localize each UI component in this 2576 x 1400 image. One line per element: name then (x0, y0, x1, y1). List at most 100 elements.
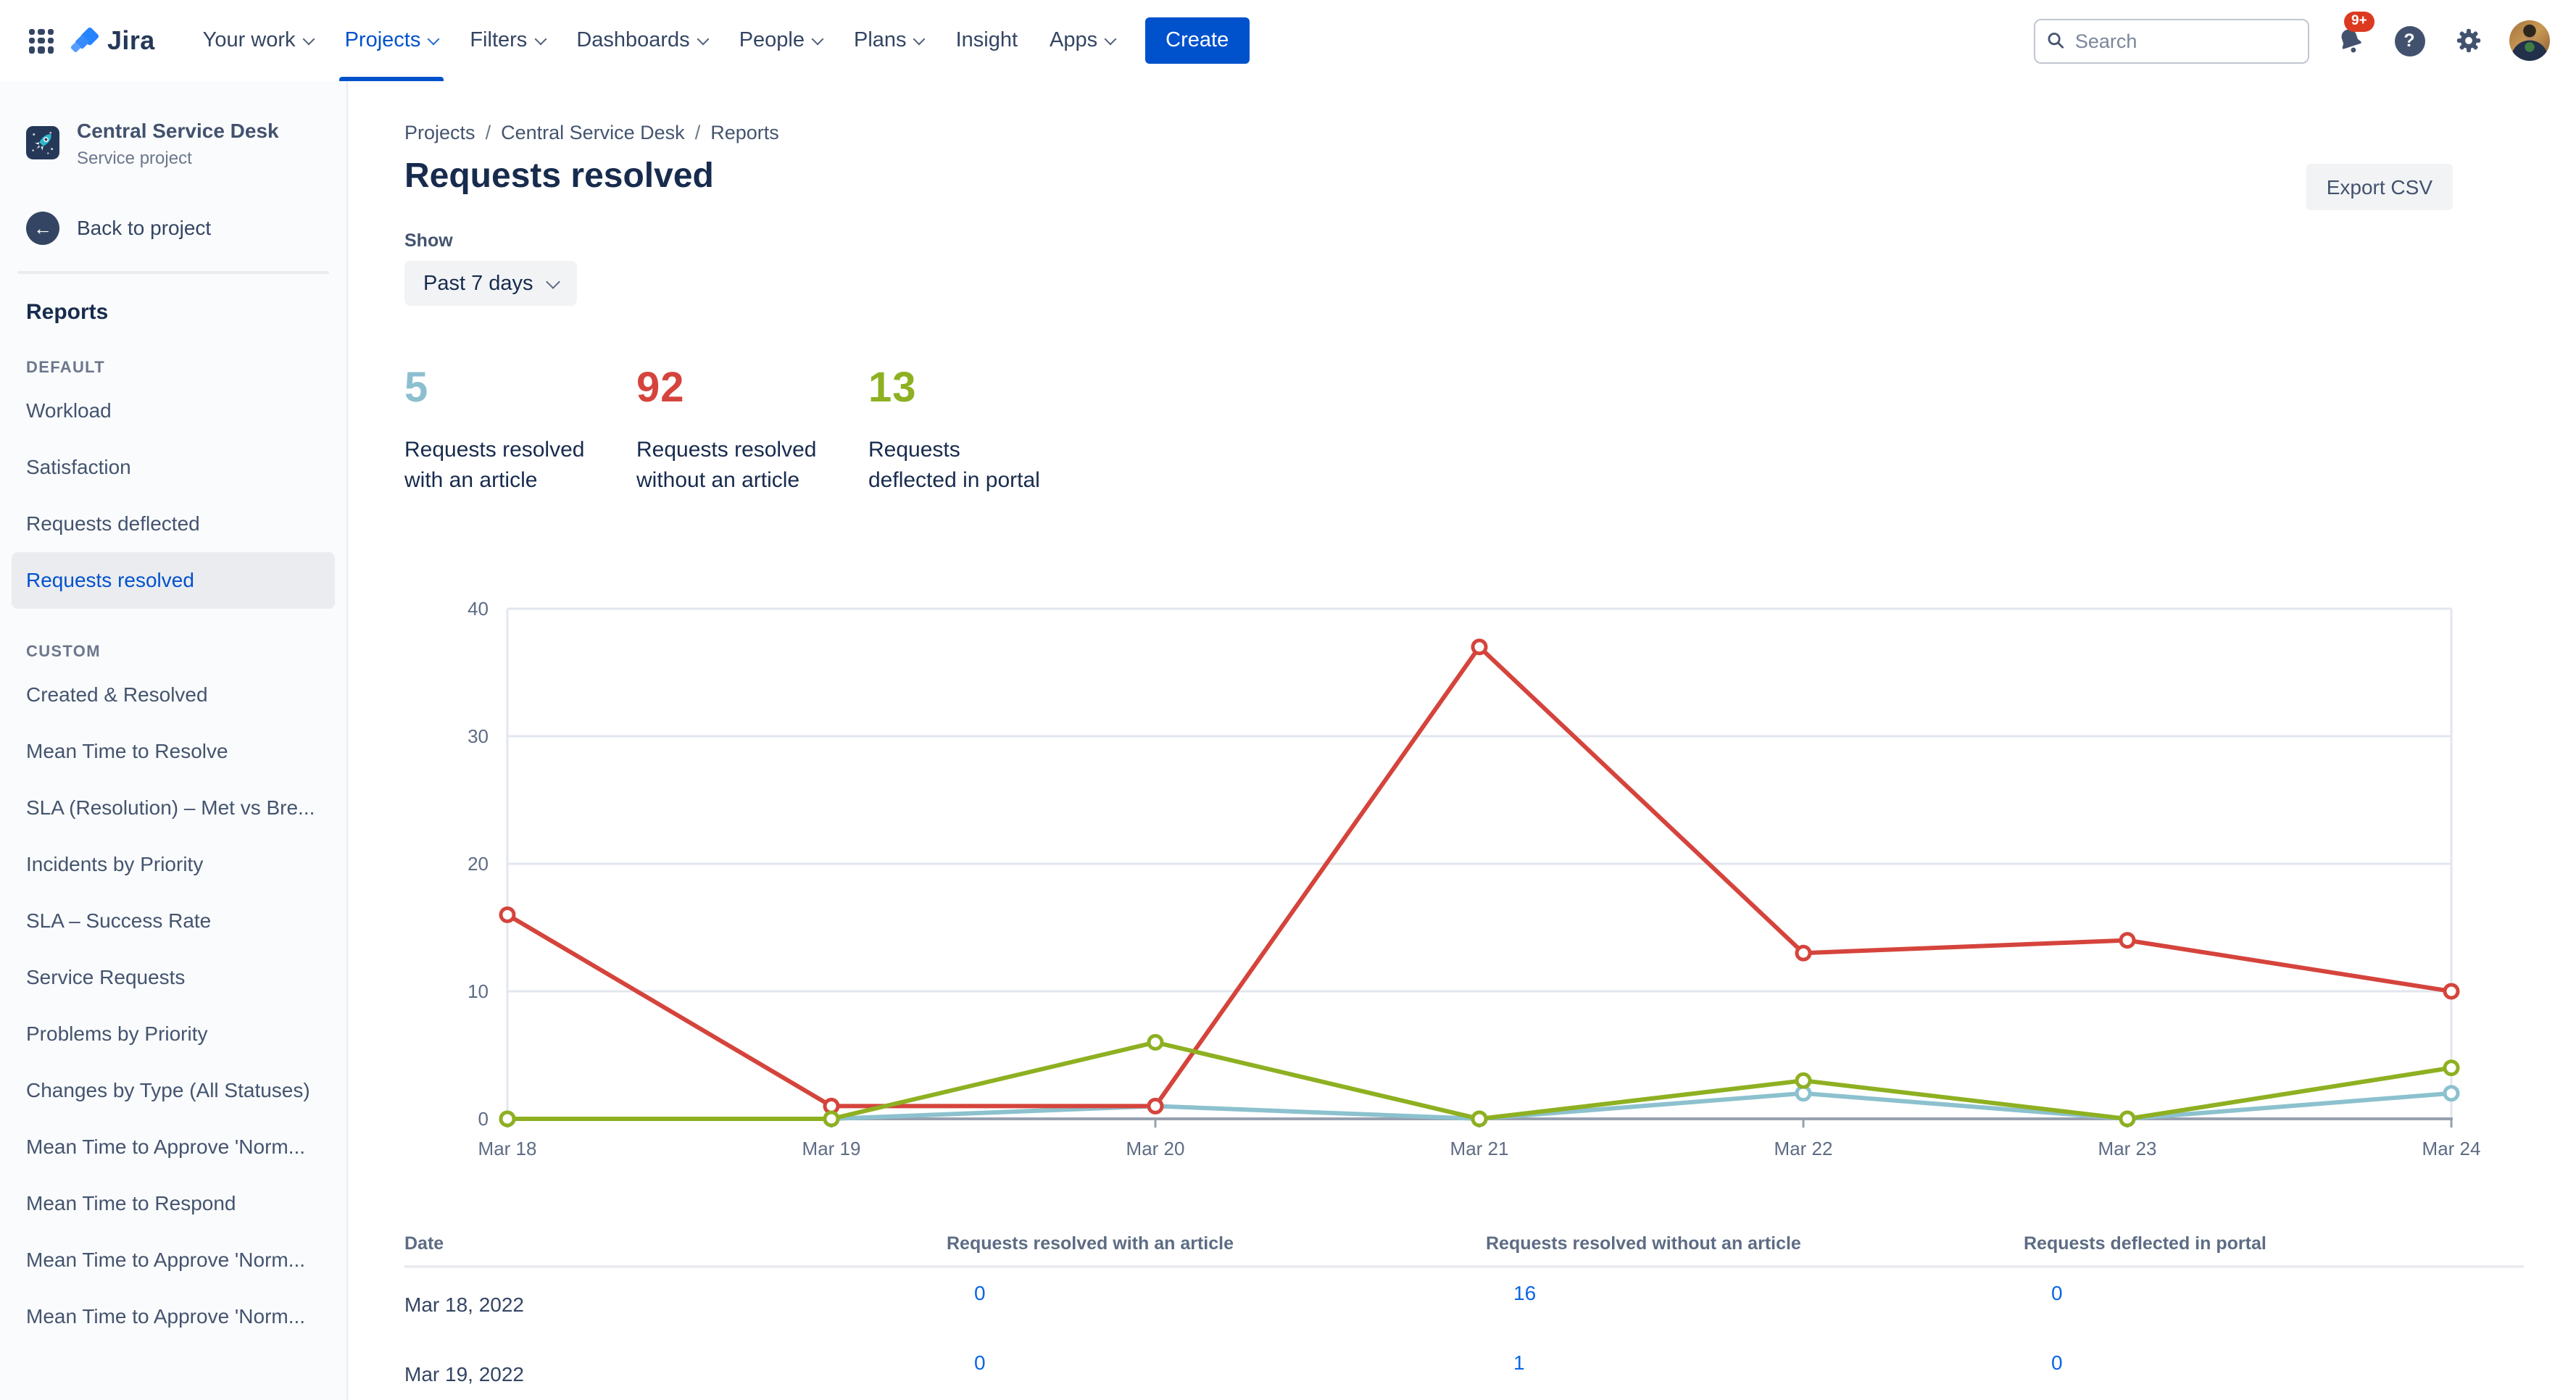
sidebar-item-problems-by-priority[interactable]: Problems by Priority (26, 1022, 208, 1045)
chevron-down-icon (533, 32, 547, 45)
sidebar-divider (17, 270, 329, 273)
top-navbar: Jira Your work Projects Filters Dashboar… (0, 0, 2576, 81)
cell-with-article: 0 (947, 1338, 1486, 1400)
sidebar-item-created-resolved[interactable]: Created & Resolved (26, 683, 208, 706)
report-table: Date Requests resolved with an article R… (404, 1226, 2524, 1400)
sidebar-item-mean-time-to-resolve[interactable]: Mean Time to Resolve (26, 739, 228, 762)
stat-label: Requests resolved with an article (404, 438, 585, 493)
svg-text:Mar 19: Mar 19 (802, 1138, 861, 1159)
search-input[interactable] (2074, 30, 2296, 51)
sidebar-custom-list: Created & Resolved Mean Time to Resolve … (0, 666, 346, 1344)
cell-without-article: 1 (1486, 1338, 2024, 1400)
chevron-down-icon (913, 32, 926, 45)
user-avatar[interactable] (2509, 20, 2550, 61)
breadcrumb-reports[interactable]: Reports (710, 122, 779, 143)
stat-value: 13 (868, 365, 917, 412)
help-button[interactable]: ? (2390, 22, 2428, 59)
project-avatar-rocket-icon (26, 126, 59, 160)
sidebar-item-mean-time-approve-3[interactable]: Mean Time to Approve 'Norm... (26, 1304, 306, 1328)
breadcrumb-projects[interactable]: Projects (404, 122, 475, 143)
sidebar-item-satisfaction[interactable]: Satisfaction (26, 455, 131, 478)
value-link[interactable]: 0 (974, 1351, 986, 1374)
sidebar-item-mean-time-approve-1[interactable]: Mean Time to Approve 'Norm... (26, 1135, 306, 1158)
jira-logo[interactable]: Jira (68, 24, 155, 57)
sidebar-item-mean-time-respond[interactable]: Mean Time to Respond (26, 1191, 236, 1214)
chevron-down-icon (302, 32, 315, 45)
chevron-down-icon (545, 274, 560, 288)
project-header[interactable]: Central Service Desk Service project (0, 119, 346, 167)
cell-deflected: 0 (2024, 1338, 2524, 1400)
nav-insight[interactable]: Insight (955, 29, 1018, 52)
svg-text:Mar 22: Mar 22 (1774, 1138, 1833, 1159)
nav-dashboards[interactable]: Dashboards (560, 0, 723, 81)
value-link[interactable]: 0 (974, 1281, 986, 1304)
row-date: Mar 19, 2022 (404, 1362, 524, 1386)
jira-logo-icon (70, 26, 99, 51)
row-date: Mar 18, 2022 (404, 1293, 524, 1316)
period-dropdown[interactable]: Past 7 days (404, 261, 577, 306)
report-chart: 0 10 20 30 40 Mar 18 Mar 19 Mar 20 Mar 21 Mar 22 M… (468, 598, 2481, 1159)
table-header-row: Date Requests resolved with an article R… (404, 1226, 2524, 1261)
nav-people[interactable]: People (723, 0, 838, 81)
navbar-right: 9+ ? (2034, 12, 2550, 63)
svg-text:Mar 24: Mar 24 (2422, 1138, 2481, 1159)
svg-text:40: 40 (468, 598, 489, 620)
sidebar-item-incidents-by-priority[interactable]: Incidents by Priority (26, 852, 204, 875)
project-type: Service project (77, 147, 192, 167)
navbar-left: Jira Your work Projects Filters Dashboar… (20, 0, 1250, 81)
period-value: Past 7 days (423, 272, 533, 295)
app-switcher-icon[interactable] (29, 28, 54, 53)
svg-text:0: 0 (478, 1108, 489, 1130)
breadcrumb: Projects / Central Service Desk / Reports (404, 122, 779, 143)
sidebar-default-list: Workload Satisfaction Requests deflected… (0, 382, 346, 608)
project-name: Central Service Desk (77, 119, 279, 142)
nav-apps[interactable]: Apps (1034, 0, 1131, 81)
sidebar-item-changes-by-type[interactable]: Changes by Type (All Statuses) (26, 1078, 310, 1101)
search-icon (2048, 33, 2064, 49)
value-link[interactable]: 0 (2051, 1281, 2063, 1304)
value-link[interactable]: 0 (2051, 1351, 2063, 1374)
create-button[interactable]: Create (1145, 17, 1250, 64)
value-link[interactable]: 16 (1513, 1281, 1537, 1304)
table-header-divider (404, 1265, 2524, 1268)
sidebar-item-requests-resolved[interactable]: Requests resolved (12, 551, 335, 608)
sidebar-item-sla-success-rate[interactable]: SLA – Success Rate (26, 909, 212, 932)
col-header-without-article: Requests resolved without an article (1486, 1233, 1801, 1254)
stat-deflected-in-portal: 13 Requests deflected in portal (868, 365, 1100, 496)
breadcrumb-project[interactable]: Central Service Desk (501, 122, 685, 143)
stat-resolved-without-article: 92 Requests resolved without an article (636, 365, 868, 496)
sidebar-group-custom: CUSTOM (26, 643, 101, 660)
project-title-block: Central Service Desk Service project (77, 119, 279, 167)
report-main: Projects / Central Service Desk / Reports Re… (348, 81, 2576, 1400)
back-to-project[interactable]: ← Back to project (0, 211, 346, 244)
back-arrow-icon: ← (26, 211, 59, 244)
sidebar-item-service-requests[interactable]: Service Requests (26, 965, 186, 988)
bell-icon (2340, 28, 2361, 52)
table-row: Mar 18, 2022 0 16 0 (404, 1268, 2524, 1338)
sidebar-item-workload[interactable]: Workload (26, 399, 112, 422)
cell-with-article: 0 (947, 1268, 1486, 1338)
col-header-deflected: Requests deflected in portal (2024, 1233, 2267, 1254)
notifications-button[interactable]: 9+ (2331, 12, 2375, 59)
sidebar-item-requests-deflected[interactable]: Requests deflected (26, 512, 200, 535)
col-header-date: Date (404, 1233, 444, 1254)
chevron-down-icon (697, 32, 710, 45)
sidebar-section-title: Reports (26, 299, 109, 324)
help-icon: ? (2394, 25, 2425, 56)
stat-value: 92 (636, 365, 685, 412)
nav-plans[interactable]: Plans (838, 0, 940, 81)
sidebar-item-sla-resolution[interactable]: SLA (Resolution) – Met vs Bre... (26, 796, 315, 819)
value-link[interactable]: 1 (1513, 1351, 1525, 1374)
nav-projects[interactable]: Projects (329, 0, 454, 81)
settings-button[interactable] (2450, 22, 2488, 59)
sidebar-item-mean-time-approve-2[interactable]: Mean Time to Approve 'Norm... (26, 1248, 306, 1271)
notifications-badge: 9+ (2344, 12, 2375, 31)
cell-without-article: 16 (1486, 1268, 2024, 1338)
search-box[interactable] (2034, 18, 2309, 63)
jira-logo-text: Jira (107, 25, 155, 54)
svg-text:30: 30 (468, 725, 489, 747)
export-csv-button[interactable]: Export CSV (2306, 164, 2453, 210)
svg-text:Mar 21: Mar 21 (1450, 1138, 1509, 1159)
nav-filters[interactable]: Filters (454, 0, 560, 81)
nav-your-work[interactable]: Your work (187, 0, 329, 81)
